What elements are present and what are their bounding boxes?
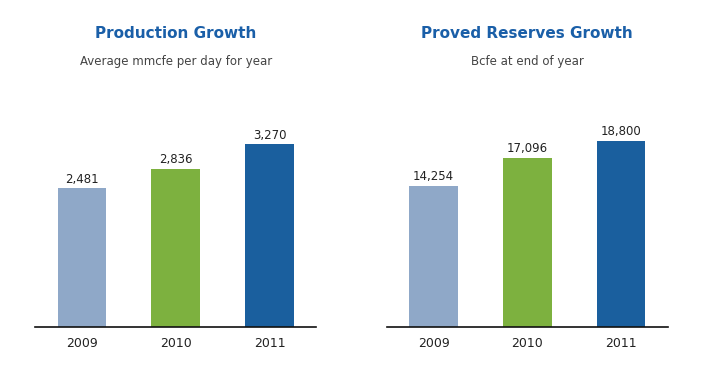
Text: 18,800: 18,800 bbox=[600, 125, 641, 138]
Bar bbox=[503, 158, 552, 327]
Bar bbox=[151, 168, 200, 327]
Text: 14,254: 14,254 bbox=[413, 170, 454, 183]
Text: 17,096: 17,096 bbox=[507, 142, 548, 155]
Text: Production Growth: Production Growth bbox=[95, 26, 257, 41]
Text: Bcfe at end of year: Bcfe at end of year bbox=[471, 55, 583, 68]
Bar bbox=[245, 144, 294, 327]
Text: Proved Reserves Growth: Proved Reserves Growth bbox=[421, 26, 633, 41]
Text: Average mmcfe per day for year: Average mmcfe per day for year bbox=[79, 55, 272, 68]
Bar bbox=[597, 141, 645, 327]
Text: 3,270: 3,270 bbox=[253, 129, 286, 142]
Text: 2,481: 2,481 bbox=[65, 173, 99, 186]
Bar bbox=[409, 186, 458, 327]
Bar bbox=[58, 188, 106, 327]
Text: 2,836: 2,836 bbox=[159, 153, 193, 166]
